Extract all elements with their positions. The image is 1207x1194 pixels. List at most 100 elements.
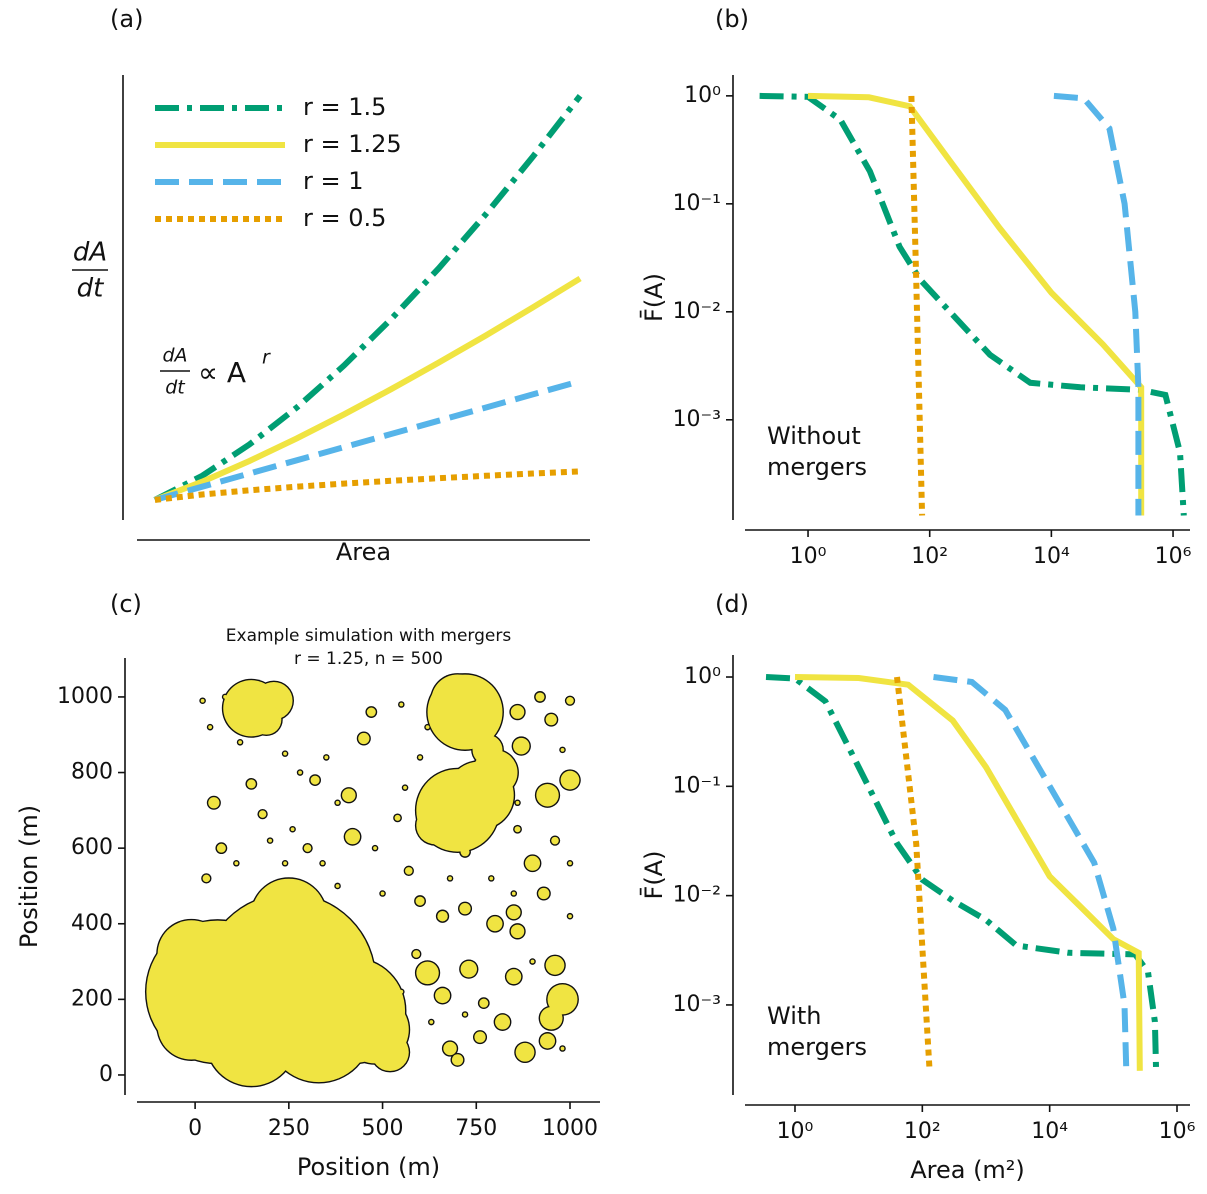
legend-label: r = 1.25 (303, 130, 402, 158)
bubble (429, 1020, 434, 1024)
bubble (568, 914, 572, 919)
y-axis-label: F̄(A) (639, 273, 668, 322)
annotation: mergers (767, 453, 867, 481)
bubble (474, 1031, 486, 1043)
bubble (515, 1042, 535, 1062)
legend-label: r = 1 (303, 167, 364, 195)
bubble (216, 843, 226, 853)
bubble (536, 783, 559, 807)
annotation: Without (767, 422, 861, 450)
y-axis-label: F̄(A) (639, 851, 668, 900)
x-tick-label: 1000 (542, 1116, 598, 1141)
series-line (908, 95, 926, 516)
bubble (495, 1014, 511, 1030)
series-line (894, 676, 933, 1071)
bubble (437, 910, 448, 922)
bubble (535, 692, 545, 702)
bubble (513, 737, 530, 755)
bubble (451, 1054, 464, 1066)
bubble (506, 969, 522, 985)
annotation-relation: ∝ A (198, 356, 246, 389)
y-tick-label: 10⁻³ (673, 407, 721, 432)
series-line (154, 378, 581, 503)
bubble (560, 747, 565, 752)
y-tick-label: 400 (71, 911, 113, 936)
bubble (403, 1042, 407, 1047)
bubble (283, 861, 287, 866)
x-tick-label: 0 (188, 1116, 202, 1141)
x-tick-label: 250 (268, 1116, 310, 1141)
x-axis-label: Area (336, 538, 391, 566)
y-tick-label: 1000 (57, 684, 113, 709)
y-axis-label-numerator: dA (73, 238, 107, 268)
annotation-numerator: dA (162, 345, 187, 367)
y-tick-label: 10⁻¹ (673, 191, 721, 216)
bubble (545, 713, 557, 726)
x-tick-label: 10² (904, 1119, 941, 1144)
bubble (246, 779, 256, 789)
bubble (530, 959, 535, 964)
bubble (290, 827, 295, 832)
bubble (251, 878, 327, 954)
bubble (540, 1007, 563, 1030)
bubble (560, 770, 580, 790)
bubble (545, 955, 565, 975)
series-line (933, 674, 1130, 1071)
bubble (202, 874, 211, 883)
bubble (208, 725, 212, 730)
series-line (153, 275, 582, 503)
series-line (153, 94, 583, 503)
bubble (463, 1012, 467, 1017)
bubble (487, 916, 503, 932)
y-axis-label: Position (m) (15, 805, 43, 948)
bubble (373, 846, 377, 851)
bubble (335, 884, 340, 888)
bubble (547, 984, 578, 1015)
panel-label: (d) (715, 590, 749, 618)
bubble (416, 806, 454, 845)
series-line (765, 674, 1160, 1071)
x-axis-label: Position (m) (297, 1153, 440, 1181)
chart-title: Example simulation with mergers (226, 626, 512, 646)
bubble (266, 977, 372, 1083)
y-tick-label: 0 (99, 1062, 113, 1087)
bubble (551, 836, 559, 845)
bubble (412, 950, 421, 958)
bubble (298, 770, 302, 775)
bubble (507, 905, 521, 920)
bubble (342, 788, 356, 802)
bubble (251, 704, 282, 735)
y-tick-label: 10⁻¹ (673, 773, 721, 798)
bubble (380, 891, 385, 896)
x-tick-label: 10⁴ (1031, 1119, 1068, 1144)
annotation-exponent: r (262, 347, 271, 369)
bubble (268, 838, 272, 843)
x-tick-label: 750 (455, 1116, 497, 1141)
bubble (460, 847, 470, 857)
bubble (320, 861, 325, 866)
bubble (418, 755, 422, 760)
x-tick-label: 10² (911, 544, 948, 569)
bubble (566, 696, 574, 705)
x-tick-label: 10⁰ (777, 1119, 814, 1144)
bubble (415, 896, 425, 906)
chart-subtitle: r = 1.25, n = 500 (294, 649, 443, 669)
bubble (472, 734, 503, 765)
x-tick-label: 10⁰ (790, 544, 827, 569)
bubble (443, 1041, 457, 1056)
bubble (435, 988, 451, 1004)
bubble (335, 800, 340, 805)
y-tick-label: 800 (71, 760, 113, 785)
y-tick-label: 10⁻² (673, 299, 721, 324)
panel-label: (b) (715, 5, 749, 33)
bubble (345, 829, 361, 845)
bubble (405, 867, 413, 875)
bubble (416, 961, 439, 985)
bubble (283, 751, 287, 756)
bubble (157, 920, 226, 988)
y-tick-label: 10⁰ (684, 83, 721, 108)
series-line (794, 674, 1143, 1071)
bubble (560, 1046, 565, 1051)
series-line (807, 92, 1145, 516)
